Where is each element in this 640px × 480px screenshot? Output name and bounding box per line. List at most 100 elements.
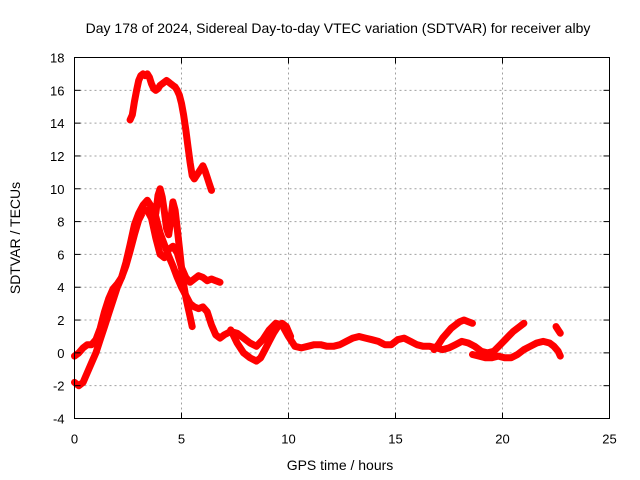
data-point: [154, 192, 161, 199]
data-point: [356, 333, 363, 340]
data-point: [187, 279, 194, 286]
y-tick-label: 6: [57, 247, 64, 262]
data-point: [420, 343, 427, 350]
data-point: [165, 253, 172, 260]
y-axis-label: SDTVAR / TECUs: [7, 182, 23, 294]
data-point: [204, 308, 211, 315]
data-point: [139, 202, 146, 209]
data-point: [497, 341, 504, 348]
data-point: [471, 343, 478, 350]
series-arc-2: [71, 196, 528, 390]
data-point: [394, 336, 401, 343]
data-point: [217, 335, 224, 342]
data-point: [176, 244, 183, 251]
y-tick-label: -4: [53, 412, 65, 427]
data-point: [84, 369, 91, 376]
data-point: [311, 341, 318, 348]
data-point: [514, 351, 521, 358]
data-point: [191, 303, 198, 310]
data-point: [495, 353, 502, 360]
data-point: [169, 262, 176, 269]
data-point: [133, 87, 140, 94]
data-point: [557, 353, 564, 360]
series-arc-1: [71, 206, 224, 360]
data-point: [516, 323, 523, 330]
data-point: [330, 343, 337, 350]
data-point: [169, 243, 176, 250]
data-point: [553, 323, 559, 330]
axis-ticks: 0 5 10 15 20 25 -4 -2 0 2 4 6 8 10 12 14 16 18: [50, 51, 617, 447]
data-series: [71, 70, 564, 390]
data-point: [97, 336, 104, 343]
x-tick-label: 25: [602, 432, 616, 447]
data-point: [178, 100, 185, 107]
data-point: [221, 331, 228, 338]
data-point: [274, 323, 281, 330]
data-point: [152, 210, 159, 217]
data-point: [362, 335, 369, 342]
data-point: [172, 84, 179, 91]
data-point: [283, 323, 290, 330]
data-point: [189, 323, 196, 330]
data-point: [336, 341, 343, 348]
data-point: [180, 280, 187, 287]
y-tick-label: 10: [50, 182, 64, 197]
data-point: [431, 346, 438, 353]
data-point: [157, 185, 164, 192]
data-point: [460, 317, 467, 324]
plot-frame: [74, 57, 610, 419]
data-point: [204, 277, 211, 284]
x-axis-label: GPS time / hours: [287, 457, 394, 473]
data-point: [266, 326, 273, 333]
data-point: [375, 338, 382, 345]
data-point: [212, 277, 219, 284]
data-point: [501, 354, 508, 361]
data-point: [349, 335, 356, 342]
series-arc-6: [430, 316, 476, 354]
data-point: [465, 340, 472, 347]
data-point: [127, 116, 134, 123]
y-tick-label: -2: [53, 379, 65, 394]
data-point: [184, 303, 191, 310]
data-point: [92, 349, 99, 356]
y-tick-label: 12: [50, 149, 64, 164]
data-point: [488, 354, 495, 361]
data-point: [426, 343, 433, 350]
data-point: [159, 193, 166, 200]
data-point: [206, 180, 213, 187]
data-point: [129, 111, 136, 118]
data-point: [407, 338, 414, 345]
data-point: [555, 326, 562, 333]
data-point: [146, 74, 153, 81]
data-point: [279, 320, 286, 327]
data-point: [184, 143, 191, 150]
data-point: [169, 198, 176, 205]
data-point: [452, 321, 459, 328]
data-point: [174, 274, 181, 281]
data-point: [187, 313, 194, 320]
data-point: [191, 276, 198, 283]
x-tick-label: 15: [388, 432, 402, 447]
y-tick-label: 8: [57, 215, 64, 230]
data-point: [174, 87, 181, 94]
data-point: [182, 126, 189, 133]
data-point: [508, 354, 515, 361]
data-point: [135, 77, 142, 84]
data-point: [520, 346, 527, 353]
data-point: [458, 338, 465, 345]
data-point: [510, 328, 517, 335]
data-point: [557, 330, 564, 337]
data-point: [195, 272, 202, 279]
data-point: [204, 174, 211, 181]
data-point: [465, 318, 472, 325]
data-point: [195, 169, 202, 176]
x-tick-label: 0: [71, 432, 78, 447]
data-point: [161, 241, 168, 248]
data-point: [180, 111, 187, 118]
data-point: [212, 331, 219, 338]
x-tick-label: 10: [281, 432, 295, 447]
data-point: [443, 330, 450, 337]
data-point: [490, 348, 497, 355]
data-point: [287, 333, 294, 340]
